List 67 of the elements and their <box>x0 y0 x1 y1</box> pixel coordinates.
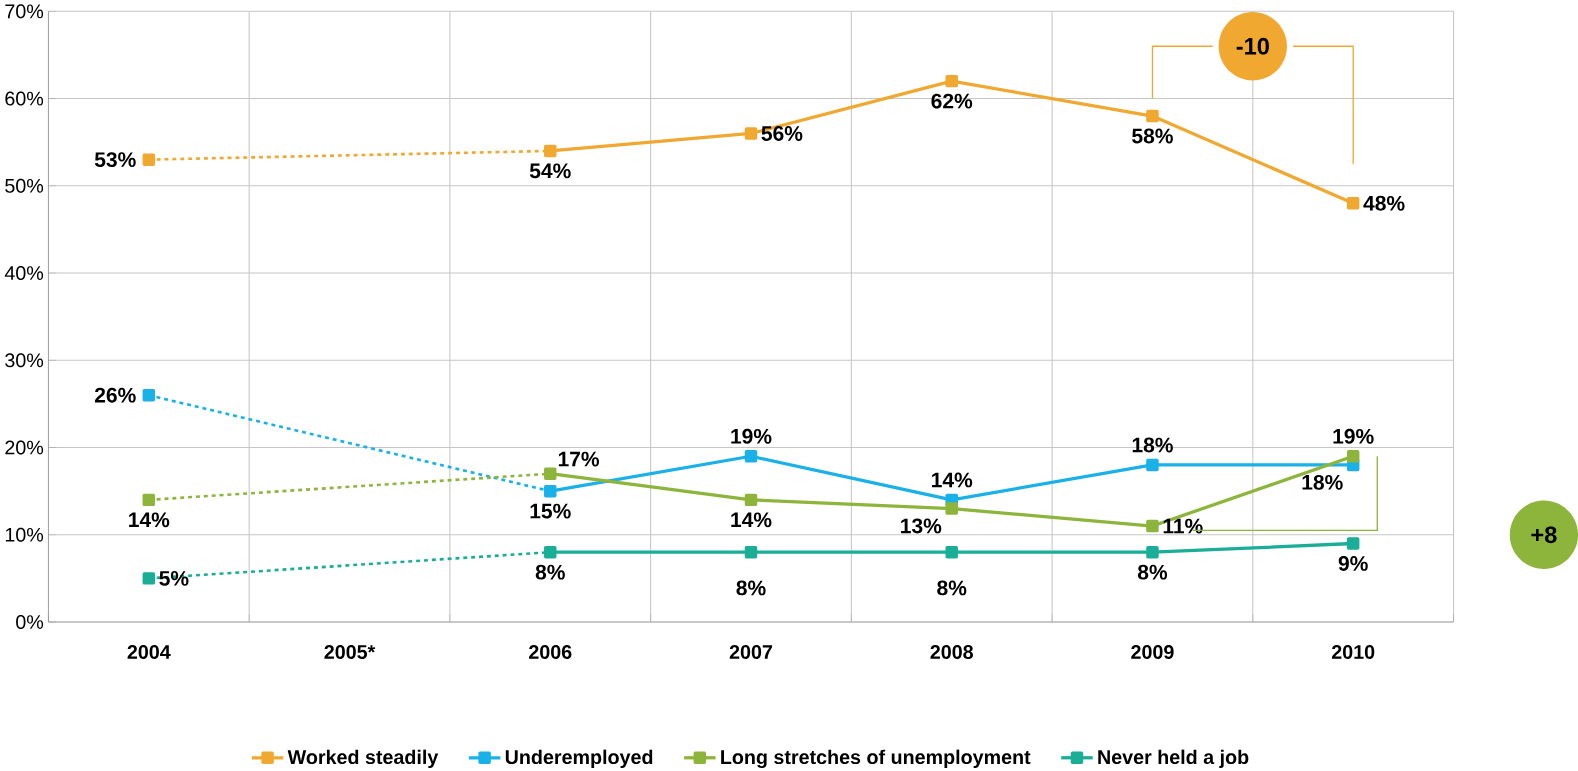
point <box>142 572 156 585</box>
data-label: 19% <box>731 428 772 444</box>
data-label: 8% <box>1137 564 1168 580</box>
data-label: 17% <box>558 451 600 467</box>
point <box>1346 449 1360 463</box>
data-label: 9% <box>1338 555 1368 571</box>
data-label: 54% <box>529 163 571 179</box>
text: +8 <box>1531 526 1557 544</box>
y-tick-label: 0% <box>16 614 44 629</box>
y-tick-label: 60% <box>5 91 44 106</box>
x-tick-label: 2007 <box>729 644 773 659</box>
data-label: 5% <box>159 570 189 586</box>
y-tick-label: 70% <box>5 4 44 19</box>
x-tick-label: 2004 <box>127 644 171 659</box>
legend-label: Underemployed <box>505 749 653 768</box>
point <box>945 502 958 515</box>
point <box>1346 537 1360 550</box>
point <box>1146 109 1159 123</box>
x-tick-label: 2009 <box>1131 644 1174 659</box>
data-label: 8% <box>937 580 967 596</box>
legend-label: Never held a job <box>1098 749 1249 768</box>
x-tick-label: 2008 <box>930 644 974 659</box>
point <box>142 153 156 166</box>
data-label: 8% <box>736 580 766 596</box>
data-label: 14% <box>129 512 170 528</box>
data-label: 26% <box>94 387 136 403</box>
point <box>544 144 557 158</box>
y-tick-label: 10% <box>5 527 44 542</box>
point <box>142 388 156 402</box>
y-tick-label: 30% <box>5 353 44 368</box>
point <box>744 127 758 140</box>
data-label: 13% <box>901 518 942 534</box>
y-tick-label: 50% <box>5 178 44 193</box>
data-label: 18% <box>1302 474 1343 490</box>
point <box>1146 458 1159 472</box>
y-tick-label: 40% <box>4 266 44 280</box>
point <box>544 545 557 559</box>
data-label: 14% <box>731 512 772 528</box>
point <box>1146 519 1159 533</box>
data-label: 15% <box>530 503 571 519</box>
data-label: 11% <box>1163 518 1203 534</box>
point <box>945 74 958 88</box>
x-tick-label: 2006 <box>529 644 572 659</box>
data-label: 62% <box>931 93 973 109</box>
point <box>744 449 758 463</box>
data-label: 48% <box>1363 195 1405 211</box>
point <box>1146 545 1159 559</box>
x-tick-label: 2010 <box>1331 644 1375 659</box>
annotation: -10 <box>1236 37 1269 55</box>
point <box>1346 196 1360 210</box>
point <box>142 493 156 507</box>
data-label: 56% <box>761 125 803 141</box>
point <box>945 545 958 559</box>
data-label: 19% <box>1333 428 1374 444</box>
data-label: 58% <box>1132 128 1173 144</box>
point <box>744 545 758 559</box>
point <box>544 467 557 480</box>
legend-label: Worked steadily <box>287 749 439 768</box>
data-label: 18% <box>1132 437 1173 453</box>
y-tick-label: 20% <box>5 440 44 455</box>
point <box>744 493 758 507</box>
point <box>544 484 557 498</box>
data-label: 53% <box>94 152 136 168</box>
data-label: 8% <box>535 564 565 580</box>
legend-label: Long stretches of unemployment <box>721 749 1031 769</box>
x-tick-label: 2005* <box>324 644 376 659</box>
data-label: 14% <box>932 472 973 488</box>
